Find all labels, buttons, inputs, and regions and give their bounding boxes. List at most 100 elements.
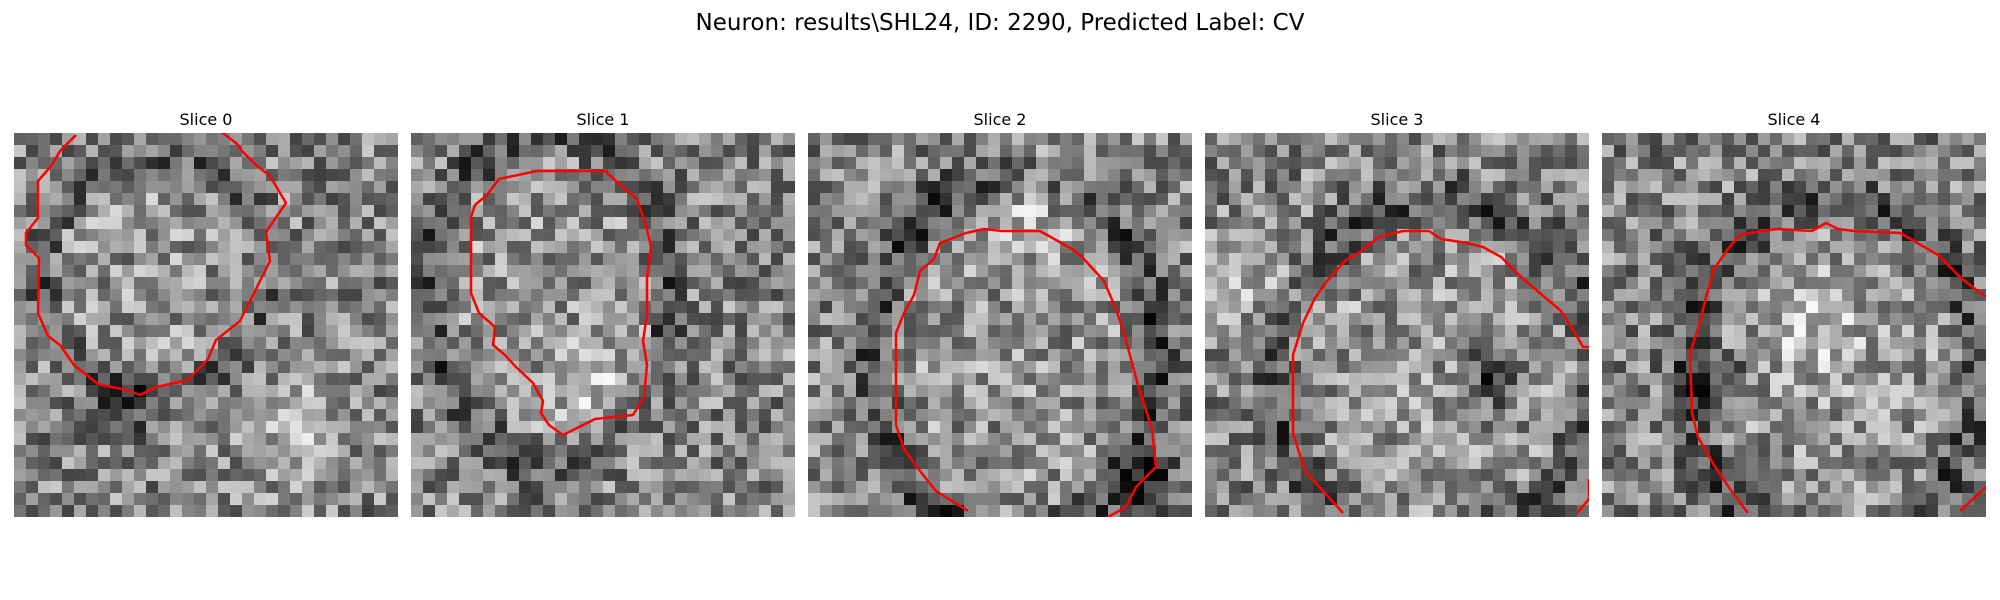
pixel — [928, 181, 941, 194]
pixel — [254, 493, 267, 506]
pixel — [1397, 169, 1410, 182]
pixel — [1084, 469, 1097, 482]
pixel — [278, 181, 291, 194]
pixel — [1385, 361, 1398, 374]
pixel — [459, 325, 472, 338]
pixel — [735, 445, 748, 458]
pixel — [916, 229, 929, 242]
pixel — [1938, 289, 1951, 302]
pixel — [1710, 409, 1723, 422]
pixel — [1421, 457, 1434, 470]
pixel — [579, 361, 592, 374]
pixel — [1806, 169, 1819, 182]
pixel — [1373, 289, 1386, 302]
pixel — [1373, 445, 1386, 458]
pixel — [1072, 457, 1085, 470]
pixel — [1662, 133, 1675, 146]
pixel — [194, 445, 207, 458]
pixel — [1493, 337, 1506, 350]
pixel — [1277, 505, 1290, 517]
pixel — [964, 469, 977, 482]
pixel — [1457, 157, 1470, 170]
pixel — [1577, 445, 1589, 458]
pixel — [435, 289, 448, 302]
pixel — [820, 205, 833, 218]
pixel — [74, 193, 87, 206]
pixel — [386, 253, 398, 266]
pixel — [820, 445, 833, 458]
pixel — [386, 409, 398, 422]
pixel — [1842, 289, 1855, 302]
pixel — [1108, 181, 1121, 194]
pixel — [1938, 241, 1951, 254]
pixel — [1602, 217, 1615, 230]
pixel — [374, 193, 387, 206]
pixel — [1132, 325, 1145, 338]
pixel — [182, 337, 195, 350]
pixel — [1493, 133, 1506, 146]
pixel — [1277, 253, 1290, 266]
pixel — [471, 277, 484, 290]
pixel — [687, 253, 700, 266]
pixel — [615, 433, 628, 446]
pixel — [808, 325, 821, 338]
pixel — [663, 313, 676, 326]
pixel — [1409, 445, 1422, 458]
pixel — [699, 241, 712, 254]
pixel — [194, 253, 207, 266]
pixel — [98, 313, 111, 326]
pixel — [832, 421, 845, 434]
pixel — [1770, 385, 1783, 398]
pixel — [146, 445, 159, 458]
pixel — [663, 361, 676, 374]
pixel — [1349, 445, 1362, 458]
pixel — [146, 217, 159, 230]
pixel — [170, 157, 183, 170]
pixel — [1337, 325, 1350, 338]
pixel — [1096, 385, 1109, 398]
pixel — [26, 469, 39, 482]
pixel — [519, 457, 532, 470]
pixel — [808, 157, 821, 170]
pixel — [1060, 229, 1073, 242]
pixel — [1962, 133, 1975, 146]
pixel — [1806, 205, 1819, 218]
pixel — [1265, 409, 1278, 422]
pixel — [1205, 433, 1218, 446]
pixel — [350, 145, 363, 158]
pixel — [1806, 217, 1819, 230]
pixel — [771, 337, 784, 350]
pixel — [254, 397, 267, 410]
pixel — [1686, 133, 1699, 146]
pixel — [519, 289, 532, 302]
pixel — [206, 157, 219, 170]
pixel — [1493, 265, 1506, 278]
pixel — [423, 361, 436, 374]
pixel — [735, 385, 748, 398]
pixel — [1168, 265, 1181, 278]
pixel — [1301, 397, 1314, 410]
pixel — [555, 385, 568, 398]
pixel — [904, 361, 917, 374]
pixel — [1096, 181, 1109, 194]
pixel — [783, 301, 795, 314]
pixel — [1060, 205, 1073, 218]
pixel — [1505, 325, 1518, 338]
pixel — [1084, 481, 1097, 494]
pixel — [940, 241, 953, 254]
pixel — [423, 433, 436, 446]
pixel — [1409, 301, 1422, 314]
pixel — [1156, 253, 1169, 266]
pixel — [1674, 433, 1687, 446]
pixel — [495, 445, 508, 458]
pixel — [110, 505, 123, 517]
pixel — [374, 205, 387, 218]
pixel — [1156, 409, 1169, 422]
pixel — [1217, 205, 1230, 218]
pixel — [567, 361, 580, 374]
pixel — [1457, 265, 1470, 278]
pixel — [531, 229, 544, 242]
pixel — [1301, 445, 1314, 458]
pixel — [1120, 361, 1133, 374]
pixel — [1457, 145, 1470, 158]
